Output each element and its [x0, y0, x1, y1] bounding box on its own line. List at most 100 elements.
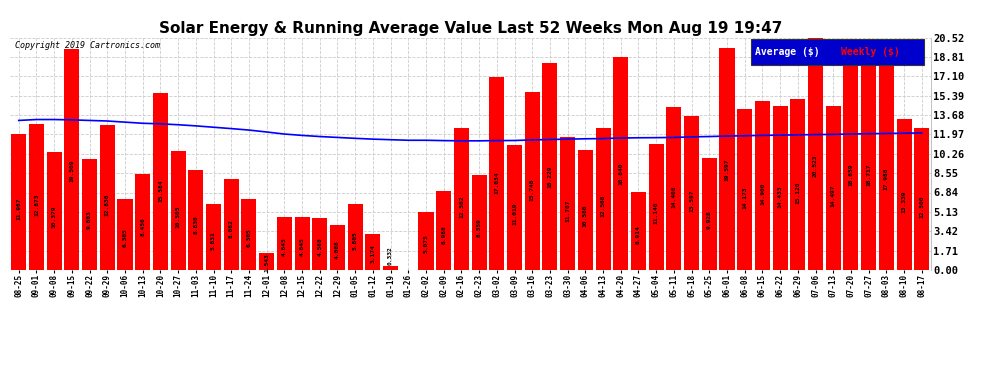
Bar: [206, 204, 221, 270]
Bar: [507, 145, 522, 270]
Bar: [224, 178, 239, 270]
Text: 12.500: 12.500: [920, 195, 925, 217]
Text: 4.645: 4.645: [282, 237, 287, 256]
Text: 8.062: 8.062: [229, 219, 234, 238]
Text: 6.305: 6.305: [123, 228, 128, 247]
Bar: [738, 110, 752, 270]
Bar: [684, 116, 699, 270]
Text: 5.075: 5.075: [424, 235, 429, 254]
Bar: [843, 58, 858, 270]
Text: 11.140: 11.140: [653, 202, 658, 225]
FancyBboxPatch shape: [751, 39, 924, 65]
Bar: [242, 198, 256, 270]
Bar: [489, 77, 504, 270]
Bar: [419, 213, 434, 270]
Text: 18.717: 18.717: [866, 164, 871, 186]
Text: 14.408: 14.408: [671, 185, 676, 208]
Text: 15.748: 15.748: [530, 178, 535, 201]
Bar: [136, 174, 150, 270]
Text: 11.707: 11.707: [565, 199, 570, 222]
Bar: [543, 63, 557, 270]
Text: 12.508: 12.508: [601, 195, 606, 217]
Bar: [347, 204, 362, 270]
Bar: [790, 99, 805, 270]
Text: 9.928: 9.928: [707, 210, 712, 229]
Bar: [11, 134, 27, 270]
Text: Weekly ($): Weekly ($): [842, 47, 900, 57]
Bar: [861, 58, 876, 270]
Text: 4.008: 4.008: [335, 240, 340, 259]
Bar: [437, 191, 451, 270]
Bar: [826, 106, 841, 270]
Bar: [754, 101, 770, 270]
Bar: [631, 192, 646, 270]
Bar: [383, 266, 398, 270]
Text: 12.836: 12.836: [105, 193, 110, 216]
Text: 15.120: 15.120: [795, 182, 800, 204]
Bar: [525, 92, 540, 270]
Bar: [82, 159, 97, 270]
Text: 19.597: 19.597: [725, 159, 730, 182]
Bar: [914, 128, 930, 270]
Bar: [294, 217, 310, 270]
Text: 12.502: 12.502: [459, 195, 464, 217]
Text: 14.433: 14.433: [777, 185, 783, 208]
Bar: [560, 137, 575, 270]
Bar: [29, 124, 44, 270]
Bar: [152, 93, 168, 270]
Text: 8.830: 8.830: [193, 216, 198, 234]
Bar: [808, 38, 823, 270]
Bar: [188, 170, 203, 270]
Text: 18.840: 18.840: [618, 163, 624, 185]
Bar: [702, 158, 717, 270]
Text: 11.967: 11.967: [16, 198, 21, 220]
Text: 4.645: 4.645: [300, 237, 305, 256]
Bar: [578, 150, 593, 270]
Text: 18.659: 18.659: [848, 164, 853, 186]
Text: 19.509: 19.509: [69, 159, 74, 182]
Bar: [277, 217, 292, 270]
Text: 5.831: 5.831: [211, 231, 216, 250]
Bar: [312, 218, 328, 270]
Text: 5.805: 5.805: [352, 231, 357, 250]
Text: 6.305: 6.305: [247, 228, 251, 247]
Bar: [365, 234, 380, 270]
Text: 3.174: 3.174: [370, 244, 375, 263]
Text: Average ($): Average ($): [754, 47, 820, 57]
Text: 18.229: 18.229: [547, 166, 552, 188]
Text: 17.034: 17.034: [494, 172, 499, 194]
Bar: [772, 106, 788, 270]
Bar: [596, 128, 611, 270]
Text: 20.523: 20.523: [813, 154, 818, 177]
Text: 8.359: 8.359: [476, 218, 481, 237]
Text: 14.497: 14.497: [831, 185, 836, 207]
Text: 0.332: 0.332: [388, 246, 393, 264]
Text: 8.456: 8.456: [141, 217, 146, 236]
Title: Solar Energy & Running Average Value Last 52 Weeks Mon Aug 19 19:47: Solar Energy & Running Average Value Las…: [158, 21, 782, 36]
Text: 15.584: 15.584: [157, 179, 163, 202]
Text: 1.543: 1.543: [264, 253, 269, 272]
Text: 10.580: 10.580: [583, 205, 588, 227]
Bar: [453, 128, 469, 270]
Text: 10.379: 10.379: [51, 206, 56, 228]
Text: Copyright 2019 Cartronics.com: Copyright 2019 Cartronics.com: [15, 41, 159, 50]
Text: 14.173: 14.173: [742, 186, 747, 209]
Text: 6.914: 6.914: [636, 225, 641, 244]
Bar: [720, 48, 735, 270]
Text: 11.019: 11.019: [512, 202, 517, 225]
Bar: [648, 144, 663, 270]
Bar: [170, 151, 186, 270]
Bar: [330, 225, 345, 270]
Bar: [64, 49, 79, 270]
Bar: [47, 152, 61, 270]
Text: 14.900: 14.900: [760, 183, 765, 205]
Bar: [897, 119, 912, 270]
Text: 4.568: 4.568: [317, 237, 323, 256]
Text: 13.339: 13.339: [902, 191, 907, 213]
Text: 13.597: 13.597: [689, 189, 694, 212]
Bar: [666, 107, 681, 270]
Bar: [613, 57, 629, 270]
Text: 6.988: 6.988: [442, 225, 446, 244]
Bar: [471, 175, 487, 270]
Bar: [100, 124, 115, 270]
